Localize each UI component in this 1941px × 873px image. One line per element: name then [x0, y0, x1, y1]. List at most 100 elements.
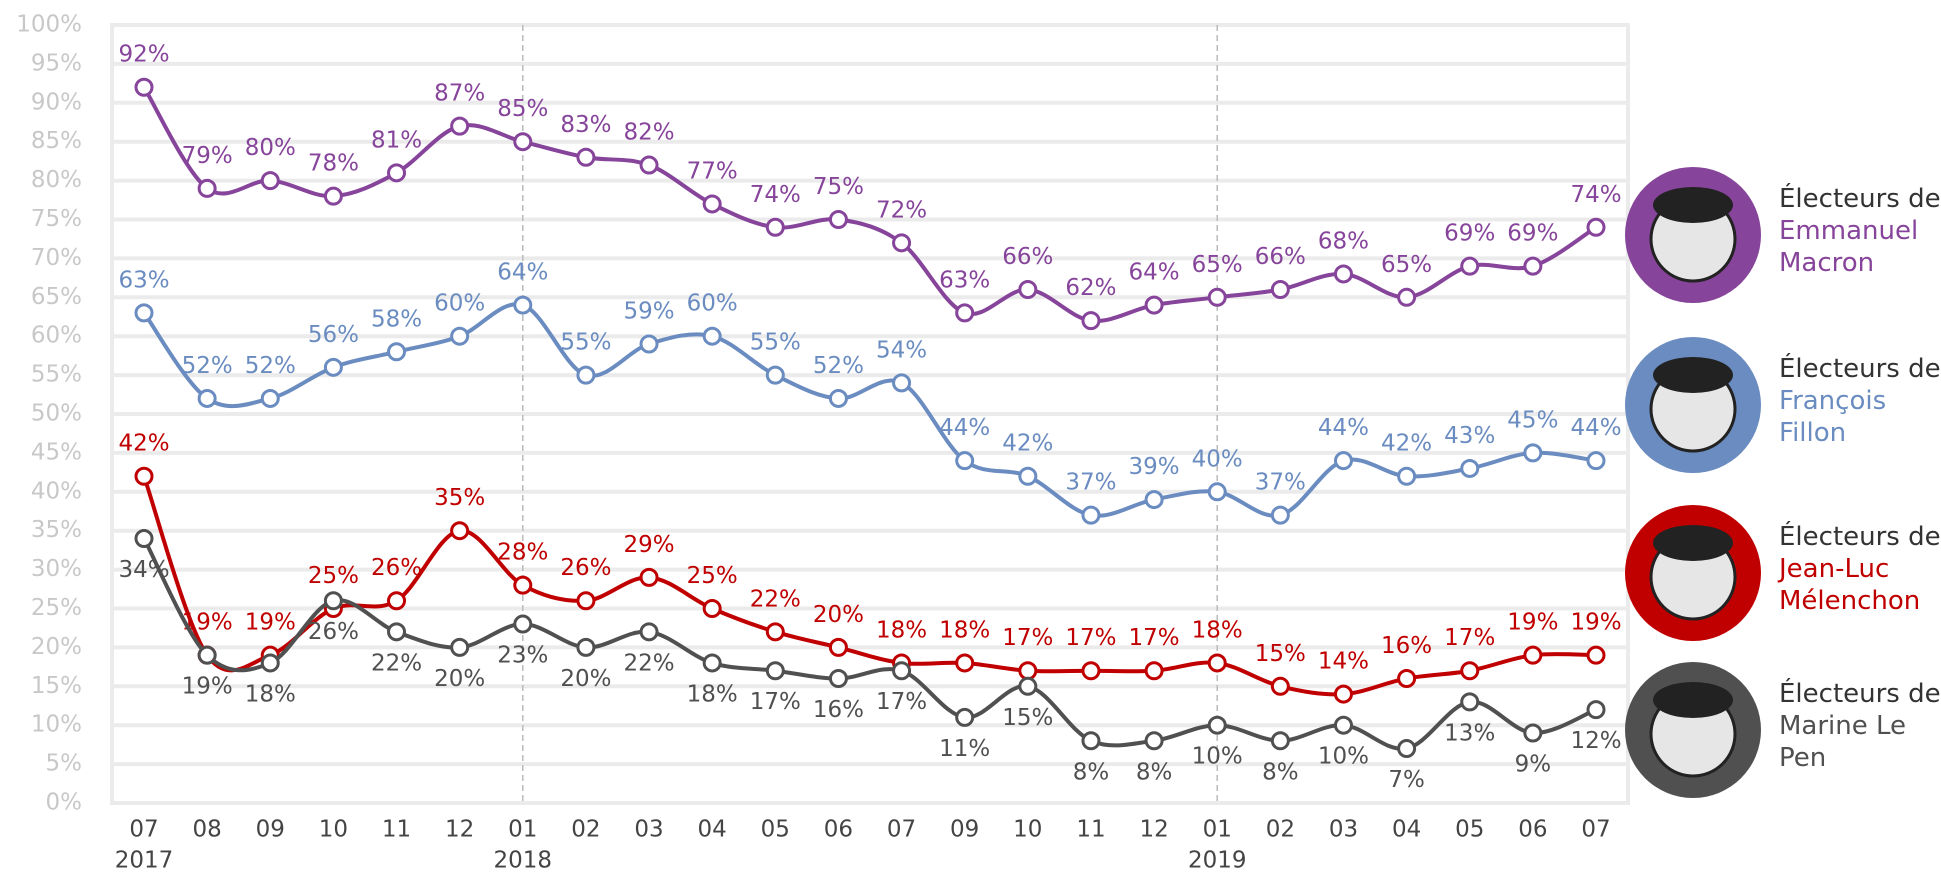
point-marker	[323, 186, 343, 206]
point-marker	[450, 326, 470, 346]
point-marker	[1081, 311, 1101, 331]
x-tick-label: 09	[950, 817, 979, 843]
point-marker	[1018, 676, 1038, 696]
point-marker	[1523, 256, 1543, 276]
point-marker	[702, 599, 722, 618]
data-label: 17%	[1002, 625, 1053, 651]
data-label: 22%	[623, 650, 674, 676]
point-marker	[197, 178, 217, 198]
data-label: 17%	[750, 689, 801, 715]
data-label: 22%	[750, 586, 801, 612]
point-marker	[702, 326, 722, 346]
data-label: 26%	[560, 555, 611, 581]
point-marker	[197, 388, 217, 408]
data-label: 59%	[623, 298, 674, 324]
data-label: 44%	[1318, 415, 1369, 441]
y-tick-label: 70%	[31, 245, 82, 271]
data-label: 9%	[1515, 751, 1552, 777]
legend-hair	[1653, 187, 1733, 223]
point-marker	[387, 163, 407, 183]
y-tick-label: 25%	[31, 595, 82, 621]
point-marker	[1397, 466, 1417, 486]
data-label: 19%	[182, 674, 233, 700]
point-marker	[1270, 731, 1290, 751]
y-tick-label: 90%	[31, 89, 82, 115]
data-label: 79%	[182, 143, 233, 169]
legend-prefix: Électeurs de	[1779, 522, 1941, 552]
data-label: 20%	[434, 666, 485, 692]
legend-entry: Électeurs de Emmanuel Macron	[1779, 183, 1941, 279]
data-label: 42%	[118, 431, 169, 457]
legend-label: Jean-Luc Mélenchon	[1779, 554, 1921, 616]
data-label: 55%	[750, 330, 801, 356]
data-label: 15%	[1255, 641, 1306, 667]
data-label: 40%	[1192, 446, 1243, 472]
point-marker	[828, 210, 848, 229]
point-marker	[1207, 653, 1227, 673]
point-marker	[1460, 661, 1480, 681]
point-marker	[323, 357, 343, 377]
point-marker	[1018, 466, 1038, 486]
x-tick-label: 05	[1455, 817, 1484, 843]
data-label: 18%	[939, 617, 990, 643]
data-label: 26%	[308, 619, 359, 645]
data-label: 58%	[371, 306, 422, 332]
point-marker	[639, 334, 659, 354]
point-marker	[1460, 458, 1480, 478]
point-marker	[1523, 723, 1543, 743]
data-label: 19%	[245, 610, 296, 636]
point-marker	[387, 591, 407, 611]
data-label: 77%	[687, 158, 738, 184]
data-label: 85%	[497, 96, 548, 122]
data-label: 11%	[939, 736, 990, 762]
data-label: 39%	[1129, 454, 1180, 480]
point-marker	[450, 521, 470, 541]
point-marker	[1397, 669, 1417, 689]
point-marker	[1207, 482, 1227, 502]
legend-hair	[1653, 682, 1733, 718]
data-label: 17%	[1129, 625, 1180, 651]
point-marker	[1333, 684, 1353, 704]
data-label: 18%	[876, 617, 927, 643]
point-marker	[260, 653, 280, 673]
point-marker	[1333, 451, 1353, 471]
point-marker	[1270, 676, 1290, 696]
data-label: 56%	[308, 322, 359, 348]
point-marker	[1586, 217, 1606, 237]
x-tick-label: 11	[1076, 817, 1105, 843]
data-label: 64%	[497, 260, 548, 286]
data-label: 81%	[371, 127, 422, 153]
x-tick-label: 02	[571, 817, 600, 843]
data-label: 16%	[813, 697, 864, 723]
y-tick-label: 15%	[31, 673, 82, 699]
data-label: 65%	[1381, 252, 1432, 278]
data-label: 15%	[1002, 705, 1053, 731]
x-tick-label: 07	[129, 817, 158, 843]
data-label: 20%	[813, 602, 864, 628]
data-label: 45%	[1507, 407, 1558, 433]
data-label: 16%	[1381, 633, 1432, 659]
data-label: 42%	[1381, 431, 1432, 457]
data-label: 26%	[371, 555, 422, 581]
point-marker	[1207, 715, 1227, 735]
point-marker	[134, 528, 154, 548]
x-tick-label: 01	[1203, 817, 1232, 843]
point-marker	[260, 388, 280, 408]
data-label: 42%	[1002, 431, 1053, 457]
point-marker	[576, 637, 596, 657]
x-year-label: 2018	[494, 848, 553, 873]
data-label: 8%	[1073, 759, 1110, 785]
point-marker	[892, 233, 912, 253]
data-label: 20%	[560, 666, 611, 692]
y-tick-label: 40%	[31, 478, 82, 504]
point-marker	[1207, 287, 1227, 307]
point-marker	[513, 132, 533, 152]
legend-entry: Électeurs de Jean-Luc Mélenchon	[1779, 521, 1941, 617]
data-label: 62%	[1065, 275, 1116, 301]
point-marker	[639, 155, 659, 175]
y-tick-label: 30%	[31, 556, 82, 582]
point-marker	[639, 567, 659, 587]
x-tick-label: 04	[1392, 817, 1421, 843]
data-label: 10%	[1192, 744, 1243, 770]
x-tick-label: 10	[319, 817, 348, 843]
